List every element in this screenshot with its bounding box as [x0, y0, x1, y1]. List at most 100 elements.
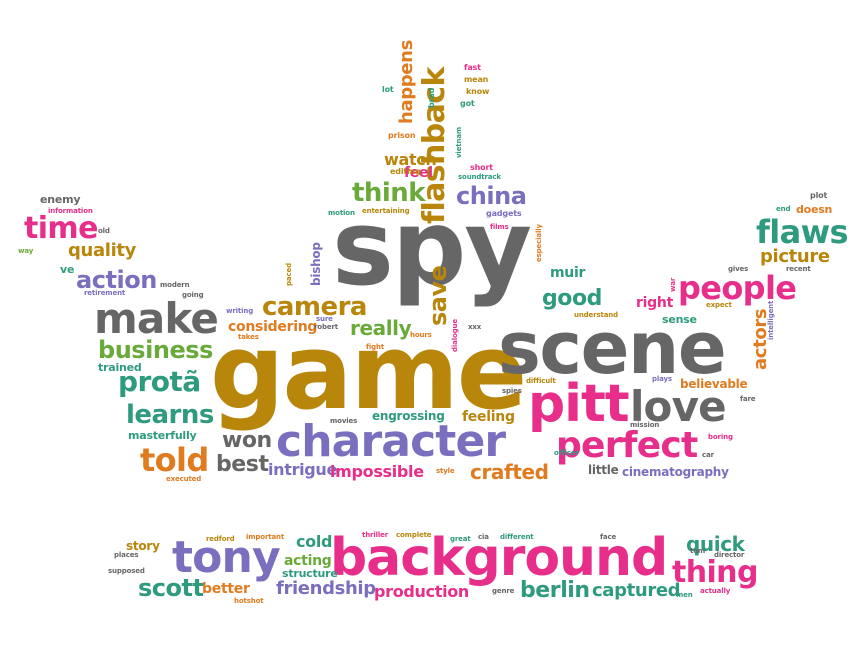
word-feeling: feeling — [462, 409, 515, 425]
word-cold: cold — [296, 532, 333, 551]
word-old: old — [98, 227, 110, 235]
word-fast: fast — [464, 63, 481, 72]
word-entertaining: entertaining — [362, 207, 410, 215]
word-happens: happens — [396, 40, 417, 124]
word-editing: editing — [390, 167, 421, 176]
word-redford: redford — [206, 535, 235, 543]
word-people: people — [678, 269, 797, 307]
word-captured: captured — [592, 580, 681, 601]
word-information: information — [48, 207, 93, 215]
word-background: background — [330, 528, 668, 588]
word-tom: tom — [690, 547, 706, 555]
word-pitt: pitt — [528, 374, 630, 434]
word-great: great — [450, 535, 471, 543]
word-spy: spy — [332, 187, 532, 309]
word-takes: takes — [238, 333, 259, 341]
word-plays: plays — [652, 375, 672, 383]
word-production: production — [374, 582, 469, 601]
word-important: important — [246, 533, 285, 541]
word-movies: movies — [330, 417, 358, 425]
word-crafted: crafted — [470, 460, 549, 484]
word-learns: learns — [126, 400, 214, 430]
word-hours: hours — [410, 331, 432, 339]
word-make: make — [94, 294, 219, 343]
word-lot: lot — [382, 85, 394, 94]
word-little: little — [588, 463, 619, 477]
word-brad: brad — [427, 87, 436, 108]
word-believable: believable — [680, 377, 748, 391]
word-executed: executed — [166, 475, 202, 483]
word-doesn: doesn — [796, 203, 833, 216]
word-time: time — [24, 211, 98, 246]
word-watch: watch — [384, 150, 437, 169]
word-fight: fight — [366, 343, 385, 351]
word-structure: structure — [282, 567, 338, 580]
word-protã: protã — [118, 365, 201, 398]
word-war: war — [669, 277, 677, 292]
word-character: character — [276, 416, 506, 467]
word-engrossing: engrossing — [372, 409, 445, 423]
word-trained: trained — [98, 361, 142, 374]
word-end: end — [776, 205, 791, 213]
word-won: won — [222, 428, 272, 453]
word-retirement: retirement — [84, 289, 126, 297]
word-dialogue: dialogue — [451, 319, 459, 352]
word-paced: paced — [285, 263, 293, 286]
word-really: really — [350, 316, 412, 340]
word-vietnam: vietnam — [455, 126, 463, 158]
word-quick: quick — [686, 532, 745, 556]
word-considering: considering — [228, 319, 318, 335]
word-good: good — [542, 286, 602, 311]
word-difficult: difficult — [526, 377, 556, 385]
word-gives: gives — [728, 265, 749, 273]
word-fare: fare — [740, 395, 756, 403]
word-genre: genre — [492, 587, 515, 595]
word-mean: mean — [464, 75, 489, 84]
word-berlin: berlin — [520, 578, 590, 603]
word-writing: writing — [226, 307, 254, 315]
word-robert: robert — [314, 323, 338, 331]
word-boring: boring — [708, 433, 733, 441]
word-films: films — [490, 223, 509, 231]
word-understand: understand — [574, 311, 619, 319]
word-hotshot: hotshot — [234, 597, 264, 605]
word-better: better — [202, 581, 250, 597]
word-feel: feel — [404, 165, 433, 181]
word-spies: spies — [502, 387, 522, 395]
word-intrigue: intrigue — [268, 460, 338, 479]
word-style: style — [436, 467, 455, 475]
word-thriller: thriller — [362, 531, 389, 539]
word-car: car — [702, 451, 714, 459]
word-gadgets: gadgets — [486, 209, 522, 218]
word-tony: tony — [172, 532, 281, 583]
word-thing: thing — [672, 555, 758, 590]
word-impossible: impossible — [330, 462, 424, 481]
word-especially: especially — [535, 224, 543, 262]
word-picture: picture — [760, 246, 830, 267]
word-acting: acting — [284, 553, 332, 569]
word-action: action — [76, 266, 157, 294]
word-flaws: flaws — [756, 213, 849, 251]
word-cinematography: cinematography — [622, 465, 729, 479]
word-save: save — [424, 265, 452, 326]
word-quality: quality — [68, 240, 137, 261]
word-friendship: friendship — [276, 578, 376, 599]
word-ve: ve — [60, 263, 75, 276]
word-love: love — [630, 382, 727, 431]
word-sure: sure — [316, 315, 333, 323]
word-actually: actually — [700, 587, 731, 595]
word-plot: plot — [810, 191, 828, 200]
word-sense: sense — [662, 313, 697, 326]
word-know: know — [466, 87, 490, 96]
word-told: told — [140, 441, 209, 479]
word-director: director — [714, 551, 745, 559]
word-game: game — [210, 311, 527, 433]
word-prison: prison — [388, 131, 416, 140]
word-places: places — [114, 551, 139, 559]
word-china: china — [456, 182, 527, 210]
word-short: short — [470, 163, 493, 172]
word-right: right — [636, 295, 673, 311]
word-got: got — [460, 99, 475, 108]
word-going: going — [182, 291, 204, 299]
